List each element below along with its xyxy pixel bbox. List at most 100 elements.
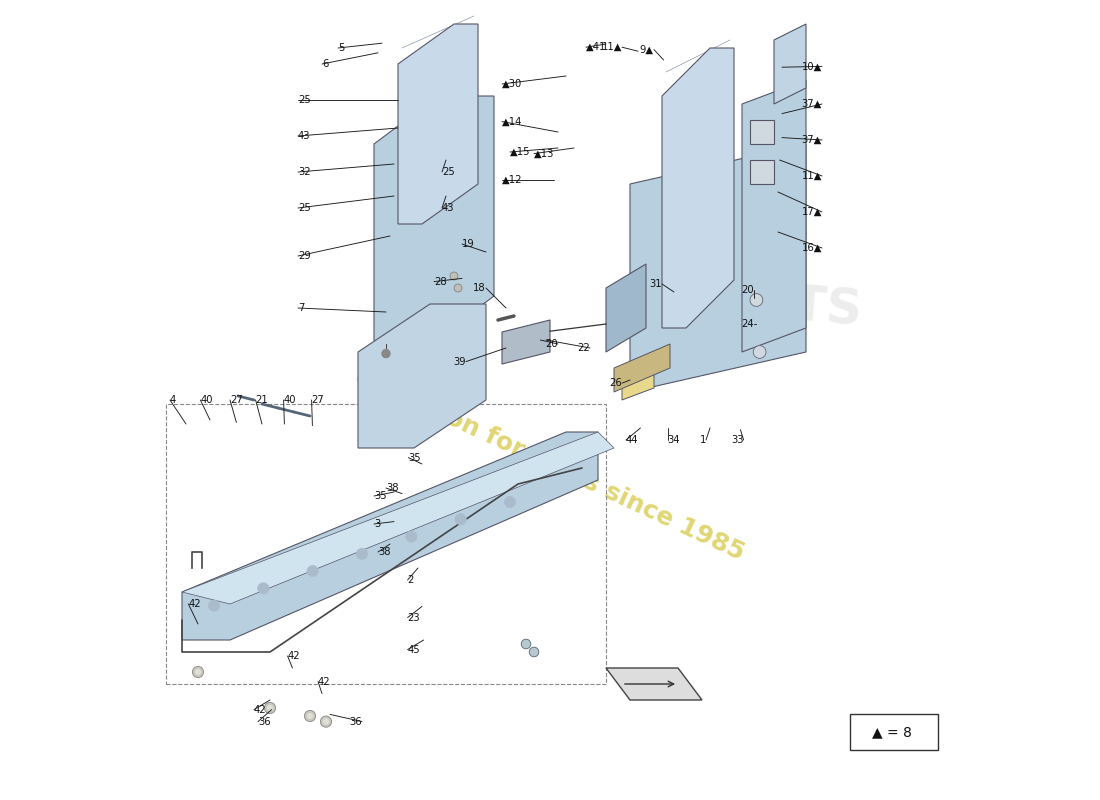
Polygon shape: [750, 120, 774, 144]
Text: 9▲: 9▲: [640, 45, 654, 54]
Circle shape: [521, 639, 531, 649]
Text: 40: 40: [284, 395, 296, 405]
Text: 39: 39: [453, 357, 466, 366]
Circle shape: [754, 346, 766, 358]
Circle shape: [382, 350, 390, 358]
Circle shape: [264, 702, 276, 714]
Text: ▲41: ▲41: [586, 42, 606, 52]
Circle shape: [505, 496, 516, 508]
Circle shape: [455, 514, 466, 525]
Polygon shape: [750, 160, 774, 184]
Circle shape: [454, 284, 462, 292]
Polygon shape: [742, 80, 806, 352]
Text: 17▲: 17▲: [802, 207, 822, 217]
Circle shape: [307, 566, 318, 577]
Text: ▲ = 8: ▲ = 8: [872, 725, 912, 739]
Text: 36: 36: [258, 717, 271, 726]
Circle shape: [208, 600, 220, 611]
Polygon shape: [606, 668, 702, 700]
Text: 42: 42: [318, 677, 331, 686]
Text: ▲30: ▲30: [502, 79, 522, 89]
Text: 29: 29: [298, 251, 310, 261]
Text: 21: 21: [255, 395, 268, 405]
Polygon shape: [774, 24, 806, 104]
Text: 6: 6: [322, 59, 329, 69]
Text: 42: 42: [254, 705, 266, 714]
Text: 22: 22: [578, 343, 590, 353]
Circle shape: [529, 647, 539, 657]
Text: 11▲: 11▲: [802, 171, 822, 181]
Circle shape: [450, 272, 458, 280]
Bar: [850, 714, 938, 750]
Text: ▲15: ▲15: [510, 147, 530, 157]
Circle shape: [406, 531, 417, 542]
Polygon shape: [630, 144, 806, 392]
Text: 45: 45: [408, 645, 420, 654]
Polygon shape: [621, 360, 654, 400]
Polygon shape: [502, 320, 550, 364]
Text: 16▲: 16▲: [802, 243, 822, 253]
Text: 31: 31: [649, 279, 662, 289]
Text: 25: 25: [298, 95, 310, 105]
Text: 5: 5: [338, 43, 344, 53]
Circle shape: [267, 705, 273, 711]
Text: 42: 42: [287, 651, 300, 661]
Text: 1: 1: [700, 435, 706, 445]
Text: 28: 28: [434, 277, 447, 286]
Text: 24: 24: [741, 319, 754, 329]
Text: 27: 27: [230, 395, 243, 405]
Circle shape: [257, 582, 268, 594]
Text: 35: 35: [374, 491, 386, 501]
Text: 18: 18: [473, 283, 486, 293]
Bar: [166, 404, 606, 684]
Text: 40: 40: [200, 395, 213, 405]
Polygon shape: [662, 48, 734, 328]
Text: ▲14: ▲14: [502, 117, 522, 126]
Text: 20: 20: [546, 339, 558, 349]
Polygon shape: [398, 24, 478, 224]
Text: ▲12: ▲12: [502, 175, 522, 185]
Text: 37▲: 37▲: [802, 99, 822, 109]
Text: 4: 4: [170, 395, 176, 405]
Text: 19: 19: [462, 239, 475, 249]
Text: ▲13: ▲13: [534, 149, 554, 158]
Circle shape: [356, 548, 367, 559]
Circle shape: [195, 669, 201, 675]
Polygon shape: [182, 432, 614, 604]
Circle shape: [750, 294, 762, 306]
Text: 44: 44: [626, 435, 638, 445]
Text: 25: 25: [298, 203, 310, 213]
Text: 23: 23: [408, 613, 420, 622]
Text: 2: 2: [408, 575, 414, 585]
Text: 36: 36: [350, 717, 362, 726]
Text: 43: 43: [298, 131, 310, 141]
Polygon shape: [182, 432, 598, 640]
Text: 10▲: 10▲: [802, 62, 822, 71]
Polygon shape: [358, 304, 486, 448]
Circle shape: [192, 666, 204, 678]
Circle shape: [320, 716, 331, 727]
Text: 25: 25: [442, 167, 454, 177]
Text: 7: 7: [298, 303, 305, 313]
Text: 20: 20: [741, 285, 754, 294]
Polygon shape: [614, 344, 670, 392]
Text: 38: 38: [386, 483, 398, 493]
Text: 35: 35: [408, 453, 421, 462]
Circle shape: [307, 713, 314, 719]
Circle shape: [305, 710, 316, 722]
Text: 34: 34: [668, 435, 680, 445]
Circle shape: [322, 718, 329, 725]
Text: a passion for Parts since 1985: a passion for Parts since 1985: [352, 363, 748, 565]
Text: PARTS: PARTS: [684, 272, 865, 336]
Text: 38: 38: [378, 547, 390, 557]
Text: 42: 42: [188, 599, 201, 609]
Text: 32: 32: [298, 167, 310, 177]
Polygon shape: [606, 264, 646, 352]
Text: 27: 27: [311, 395, 324, 405]
Text: 33: 33: [732, 435, 744, 445]
Text: 43: 43: [442, 203, 454, 213]
Text: 26: 26: [609, 378, 622, 388]
Text: 37▲: 37▲: [802, 135, 822, 145]
Text: 11▲: 11▲: [602, 42, 621, 52]
Text: 3: 3: [374, 519, 381, 529]
